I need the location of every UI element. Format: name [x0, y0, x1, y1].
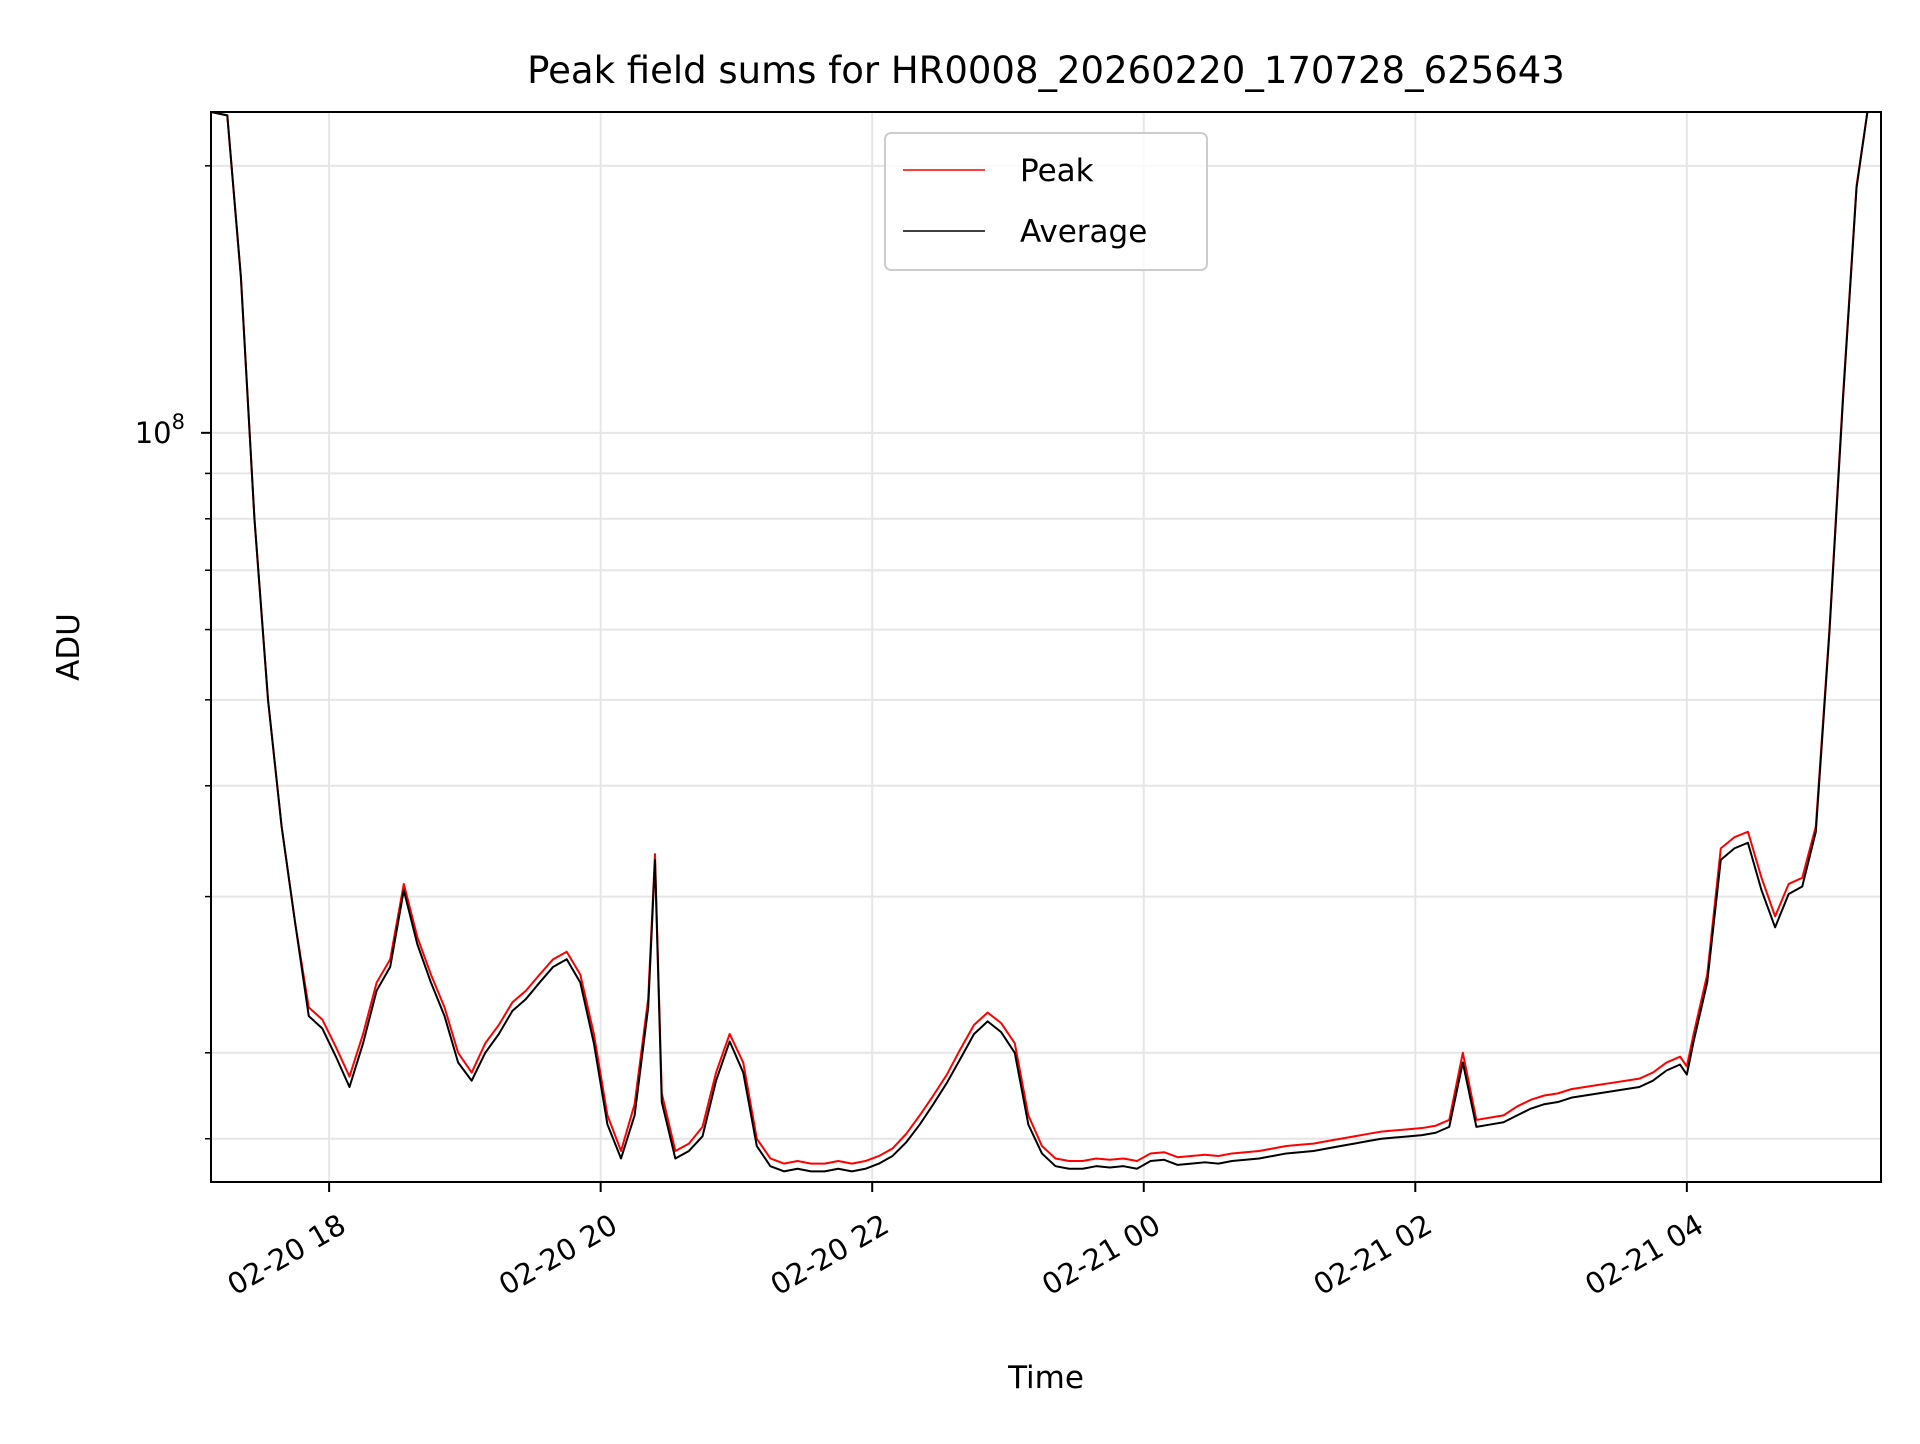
series-layer: [210, 111, 1881, 1173]
y-tick-label: 108: [135, 410, 185, 450]
plot-frame: [210, 111, 1882, 1183]
legend: Peak Average: [884, 132, 1208, 271]
y-axis-label: ADU: [51, 613, 87, 681]
series-line-average: [210, 111, 1881, 1173]
legend-label-average: Average: [1020, 214, 1147, 250]
series-line-peak: [210, 111, 1881, 1165]
chart-title: Peak field sums for HR0008_20260220_1707…: [527, 49, 1565, 92]
y-tick-exponent: 8: [172, 410, 185, 434]
legend-label-peak: Peak: [1020, 153, 1094, 189]
y-tick-base: 10: [135, 416, 172, 450]
legend-frame: [884, 132, 1208, 271]
x-axis-label: Time: [1007, 1360, 1084, 1396]
